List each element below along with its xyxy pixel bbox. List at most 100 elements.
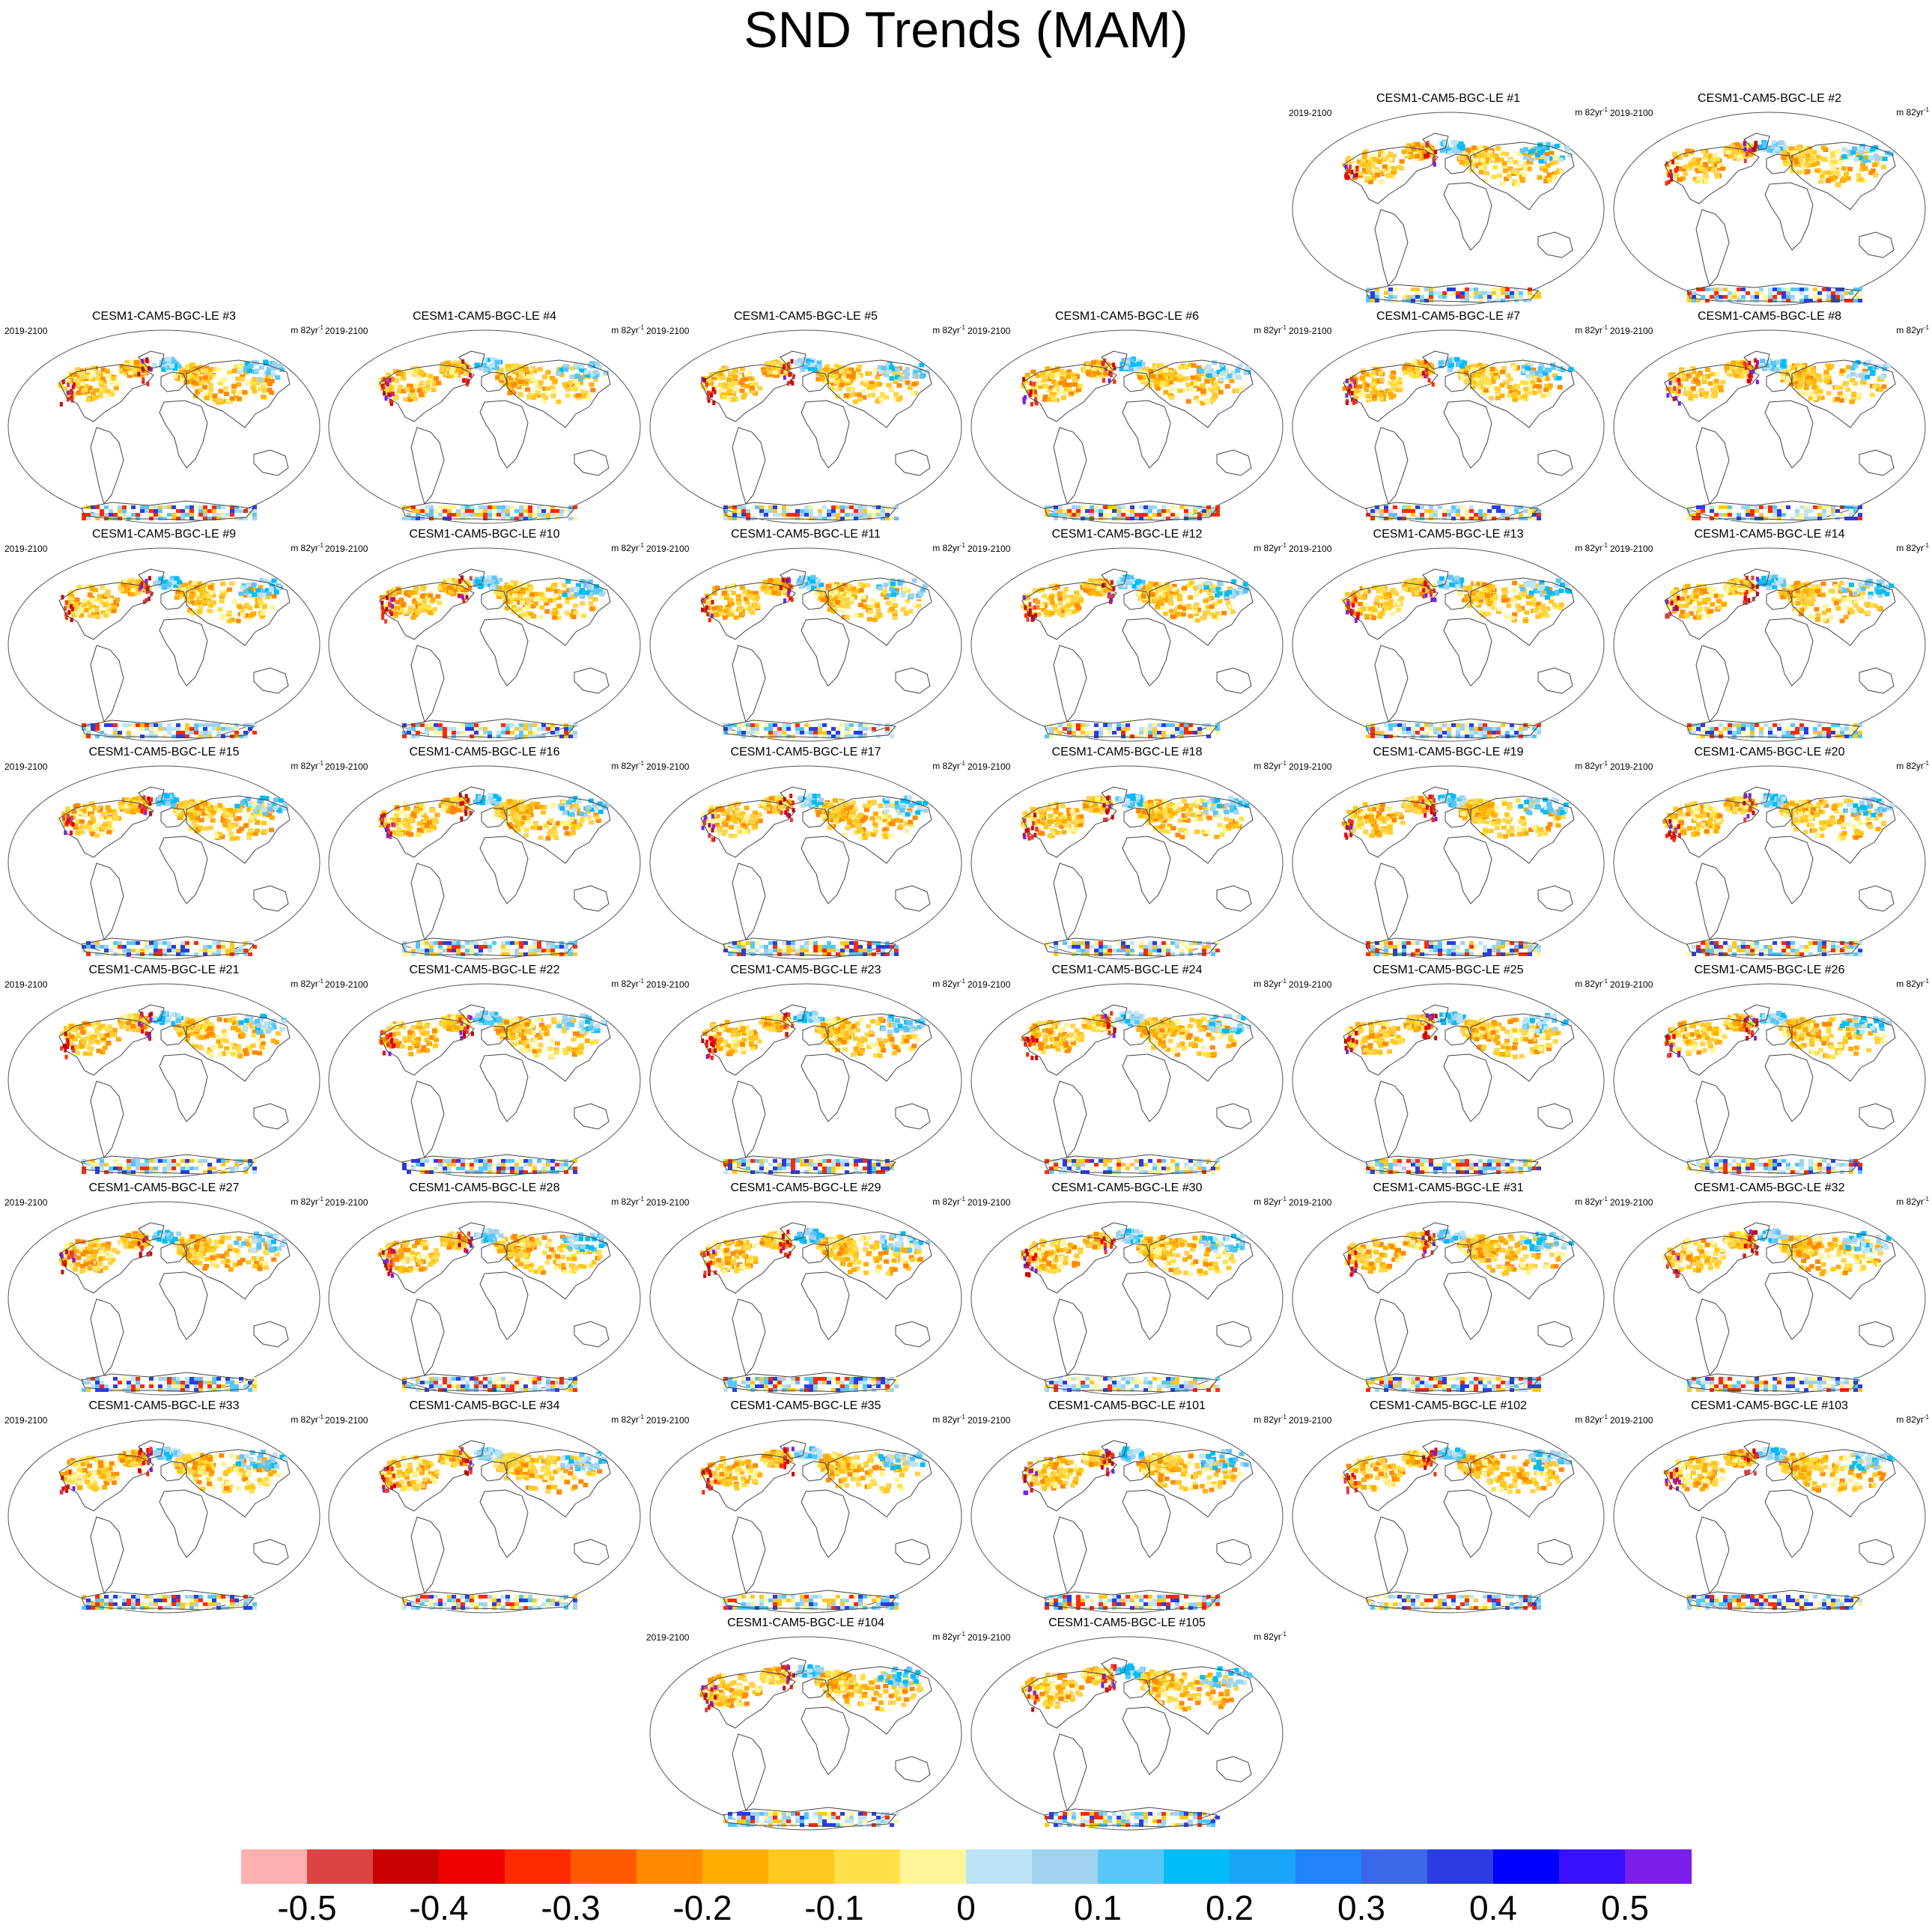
panel-units: m 82yr-1 xyxy=(932,1629,965,1642)
map-panel: CESM1-CAM5-BGC-LE #28 2019-2100 m 82yr-1 xyxy=(323,1181,645,1399)
map-frame xyxy=(649,1419,962,1614)
coastline xyxy=(1101,1440,1128,1459)
coastline xyxy=(1791,1013,1896,1082)
map-frame xyxy=(649,1636,962,1831)
coastline xyxy=(81,500,255,521)
coastline xyxy=(574,1103,610,1130)
colorbar-box xyxy=(307,1849,374,1884)
panel-units: m 82yr-1 xyxy=(932,758,965,771)
coastline xyxy=(780,1657,806,1676)
panel-units: m 82yr-1 xyxy=(1575,976,1608,989)
coastline xyxy=(1122,836,1171,904)
coastline xyxy=(481,589,508,610)
map-panel: CESM1-CAM5-BGC-LE #31 2019-2100 m 82yr-1 xyxy=(1287,1181,1609,1399)
coastline xyxy=(1365,718,1539,739)
coastline xyxy=(1766,807,1793,828)
world-map xyxy=(1292,112,1605,306)
map-panel: CESM1-CAM5-BGC-LE #35 2019-2100 m 82yr-1 xyxy=(645,1399,967,1617)
coastline xyxy=(479,1489,529,1558)
trend-field xyxy=(61,575,283,738)
coastline xyxy=(1422,133,1449,152)
coastline xyxy=(1021,1670,1117,1729)
coastline xyxy=(1053,863,1087,941)
panel-period: 2019-2100 xyxy=(646,1415,689,1426)
world-map xyxy=(328,547,641,742)
coastline xyxy=(159,1271,208,1340)
coastline xyxy=(160,1461,187,1482)
coastline xyxy=(1343,1018,1439,1076)
coastline xyxy=(1021,1235,1117,1294)
coastline xyxy=(1122,1053,1171,1122)
map-panel: CESM1-CAM5-BGC-LE #103 2019-2100 m 82yr-1 xyxy=(1609,1399,1931,1617)
coastline xyxy=(1443,1271,1492,1340)
map-panel: CESM1-CAM5-BGC-LE #18 2019-2100 m 82yr-1 xyxy=(966,745,1288,964)
panel-period: 2019-2100 xyxy=(1610,544,1653,554)
coastline xyxy=(1123,371,1150,392)
panel-units: m 82yr-1 xyxy=(611,976,644,989)
coastline xyxy=(479,618,529,687)
map-panel: CESM1-CAM5-BGC-LE #26 2019-2100 m 82yr-1 xyxy=(1609,963,1931,1182)
world-map xyxy=(1292,983,1605,1178)
coastline xyxy=(90,1516,124,1595)
panel-period: 2019-2100 xyxy=(1289,979,1331,990)
panel-title: CESM1-CAM5-BGC-LE #29 xyxy=(645,1181,967,1196)
coastline xyxy=(479,1271,529,1340)
panel-period: 2019-2100 xyxy=(4,761,47,772)
coastline xyxy=(802,1025,829,1046)
colorbar-box xyxy=(702,1849,769,1884)
coastline xyxy=(1053,1516,1087,1595)
coastline xyxy=(1149,577,1254,646)
colorbar-box xyxy=(1230,1849,1296,1884)
coastline xyxy=(1445,589,1471,610)
panel-title: CESM1-CAM5-BGC-LE #26 xyxy=(1609,963,1931,978)
trend-field xyxy=(58,1229,287,1392)
coastline xyxy=(410,645,445,723)
panel-period: 2019-2100 xyxy=(646,1197,689,1208)
coastline xyxy=(253,449,289,476)
coastline xyxy=(1445,807,1471,828)
coastline xyxy=(732,863,766,941)
coastline xyxy=(1101,1004,1128,1024)
panel-title: CESM1-CAM5-BGC-LE #15 xyxy=(3,745,325,760)
trend-field xyxy=(58,792,289,956)
coastline xyxy=(479,836,529,904)
coastline xyxy=(1101,568,1128,588)
coastline xyxy=(1766,1461,1793,1482)
panel-period: 2019-2100 xyxy=(325,326,368,336)
coastline xyxy=(1537,885,1573,912)
coastline xyxy=(1743,568,1770,588)
colorbar-box xyxy=(900,1849,967,1884)
coastline xyxy=(1053,1080,1087,1159)
trend-field xyxy=(377,1228,608,1392)
colorbar-box xyxy=(1427,1849,1494,1884)
world-map xyxy=(970,1201,1284,1396)
coastline xyxy=(1686,282,1860,303)
colorbar-box xyxy=(241,1849,308,1884)
coastline xyxy=(1044,936,1218,957)
map-panel: CESM1-CAM5-BGC-LE #4 2019-2100 m 82yr-1 xyxy=(323,309,645,528)
coastline xyxy=(1537,667,1573,694)
coastline xyxy=(574,1539,610,1566)
coastline xyxy=(1123,1461,1150,1482)
map-panel: CESM1-CAM5-BGC-LE #101 2019-2100 m 82yr-1 xyxy=(966,1399,1288,1617)
panel-period: 2019-2100 xyxy=(325,1415,368,1426)
world-map xyxy=(1292,547,1605,742)
map-panel: CESM1-CAM5-BGC-LE #25 2019-2100 m 82yr-1 xyxy=(1287,963,1609,1182)
panel-period: 2019-2100 xyxy=(967,326,1010,336)
panel-period: 2019-2100 xyxy=(325,979,368,990)
panel-period: 2019-2100 xyxy=(967,979,1010,990)
colorbar-box xyxy=(1295,1849,1362,1884)
coastline xyxy=(1122,1706,1171,1775)
coastline xyxy=(1859,449,1895,476)
coastline xyxy=(700,1670,796,1729)
coastline xyxy=(160,589,187,610)
panel-units: m 82yr-1 xyxy=(1254,323,1287,335)
coastline xyxy=(780,1222,806,1241)
panel-title: CESM1-CAM5-BGC-LE #105 xyxy=(966,1616,1288,1631)
coastline xyxy=(801,1271,850,1340)
panel-units: m 82yr-1 xyxy=(291,1412,323,1425)
coastline xyxy=(479,1053,529,1122)
coastline xyxy=(801,1053,850,1122)
trend-field xyxy=(1664,1011,1892,1174)
coastline xyxy=(58,1018,154,1076)
